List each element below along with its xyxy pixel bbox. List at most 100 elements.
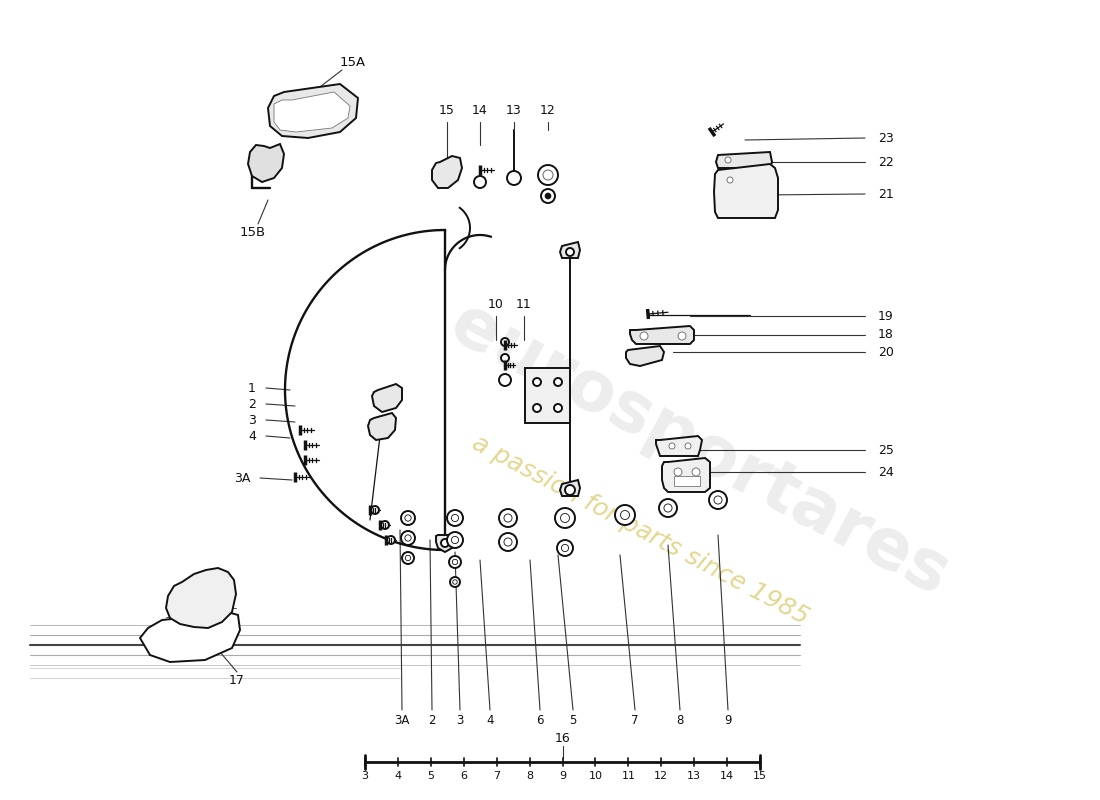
Text: 14: 14: [720, 771, 734, 781]
Circle shape: [371, 506, 380, 514]
Text: 10: 10: [488, 298, 504, 310]
Circle shape: [451, 514, 459, 522]
Circle shape: [402, 511, 415, 525]
Text: 12: 12: [654, 771, 669, 781]
Polygon shape: [656, 436, 702, 456]
Circle shape: [405, 515, 411, 521]
Circle shape: [405, 535, 411, 541]
Circle shape: [557, 540, 573, 556]
Text: 24: 24: [878, 466, 893, 478]
Text: 7: 7: [493, 771, 500, 781]
Text: 4: 4: [395, 771, 402, 781]
Text: 8: 8: [526, 771, 534, 781]
Text: 2: 2: [249, 398, 256, 410]
Circle shape: [534, 404, 541, 412]
Polygon shape: [560, 480, 580, 496]
Text: 22: 22: [878, 155, 893, 169]
Circle shape: [381, 521, 389, 529]
Polygon shape: [630, 326, 694, 344]
Text: 16: 16: [556, 731, 571, 745]
Circle shape: [669, 443, 675, 449]
Circle shape: [561, 514, 570, 522]
Polygon shape: [372, 384, 402, 412]
Text: 14: 14: [472, 103, 488, 117]
Circle shape: [499, 509, 517, 527]
Circle shape: [664, 504, 672, 512]
Text: 18: 18: [878, 329, 894, 342]
Text: 8: 8: [676, 714, 684, 726]
Circle shape: [499, 533, 517, 551]
Circle shape: [727, 177, 733, 183]
Text: 23: 23: [878, 131, 893, 145]
Text: 17: 17: [229, 674, 245, 686]
Text: 15B: 15B: [240, 226, 266, 239]
Circle shape: [714, 496, 722, 504]
Circle shape: [556, 508, 575, 528]
Circle shape: [541, 189, 556, 203]
Text: 3A: 3A: [394, 714, 409, 726]
Text: 9: 9: [724, 714, 732, 726]
Circle shape: [441, 539, 449, 547]
Text: 4: 4: [486, 714, 494, 726]
Circle shape: [544, 193, 551, 199]
Circle shape: [674, 468, 682, 476]
Text: 11: 11: [516, 298, 532, 310]
Circle shape: [538, 165, 558, 185]
Circle shape: [450, 577, 460, 587]
Text: 15A: 15A: [340, 55, 366, 69]
Polygon shape: [716, 152, 772, 168]
Text: 7: 7: [631, 714, 639, 726]
Circle shape: [449, 556, 461, 568]
Text: 5: 5: [570, 714, 576, 726]
Text: 13: 13: [506, 103, 521, 117]
Circle shape: [566, 248, 574, 256]
Text: 10: 10: [588, 771, 603, 781]
Polygon shape: [436, 535, 454, 552]
Circle shape: [554, 404, 562, 412]
Circle shape: [615, 505, 635, 525]
Polygon shape: [368, 413, 396, 440]
Circle shape: [504, 538, 512, 546]
Circle shape: [504, 514, 512, 522]
Text: 9: 9: [559, 771, 566, 781]
Text: 6: 6: [460, 771, 467, 781]
Circle shape: [561, 544, 569, 552]
Circle shape: [534, 378, 541, 386]
Circle shape: [447, 532, 463, 548]
Circle shape: [725, 157, 732, 163]
Text: 5: 5: [427, 771, 434, 781]
Text: 19: 19: [878, 310, 893, 322]
Polygon shape: [662, 458, 710, 492]
Polygon shape: [140, 610, 240, 662]
Polygon shape: [626, 346, 664, 366]
Text: 3: 3: [249, 414, 256, 426]
Text: 4: 4: [249, 430, 256, 442]
Polygon shape: [714, 164, 778, 218]
Circle shape: [500, 338, 509, 346]
Polygon shape: [560, 242, 580, 258]
Circle shape: [507, 171, 521, 185]
Text: 15: 15: [439, 103, 455, 117]
Circle shape: [453, 580, 458, 584]
Text: 21: 21: [878, 187, 893, 201]
Circle shape: [474, 176, 486, 188]
Circle shape: [692, 468, 700, 476]
Text: eurosportares: eurosportares: [439, 290, 960, 610]
Text: 25: 25: [878, 443, 894, 457]
Circle shape: [405, 555, 410, 561]
Text: 11: 11: [621, 771, 636, 781]
Circle shape: [685, 443, 691, 449]
Circle shape: [640, 332, 648, 340]
Polygon shape: [166, 568, 236, 628]
Circle shape: [447, 510, 463, 526]
Circle shape: [499, 374, 512, 386]
Circle shape: [710, 491, 727, 509]
Bar: [525, 368, 570, 423]
Circle shape: [387, 536, 395, 544]
Circle shape: [543, 170, 553, 180]
Text: 20: 20: [878, 346, 894, 358]
Circle shape: [678, 332, 686, 340]
Circle shape: [402, 531, 415, 545]
Circle shape: [554, 378, 562, 386]
Circle shape: [452, 559, 458, 565]
